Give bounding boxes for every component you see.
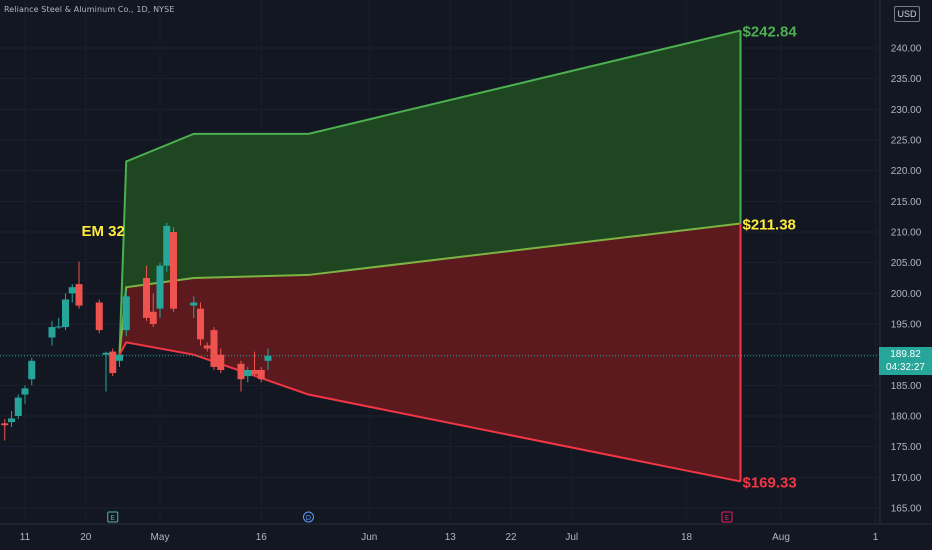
time-tick-label: 20: [80, 532, 92, 543]
price-tick-label: 195.00: [891, 320, 922, 331]
time-tick-label: May: [151, 532, 170, 543]
candle-body: [149, 311, 157, 324]
candle-body: [244, 370, 252, 377]
price-tick-label: 170.00: [891, 473, 922, 484]
time-tick-label: 22: [505, 532, 517, 543]
candle-body: [14, 397, 22, 416]
candle-body: [55, 326, 63, 328]
price-tick-label: 230.00: [891, 105, 922, 116]
candle-body: [170, 232, 177, 309]
candle-body: [95, 302, 103, 331]
upper-band-label: $242.84: [743, 24, 798, 41]
symbol-header[interactable]: Reliance Steel & Aluminum Co., 1D, NYSE: [4, 5, 175, 14]
candle-body: [102, 352, 110, 355]
price-axis[interactable]: 165.00170.00175.00180.00185.00190.00195.…: [879, 0, 922, 524]
candle-body: [237, 363, 245, 380]
candle-body: [143, 278, 150, 318]
mid-band-label: $211.38: [743, 217, 796, 234]
candle-body: [264, 355, 272, 361]
candle-body: [257, 370, 265, 380]
candle-body: [1, 423, 9, 426]
price-tick-label: 210.00: [891, 228, 922, 239]
price-tick-label: 180.00: [891, 412, 922, 423]
time-tick-label: 13: [445, 532, 457, 543]
dividend-marker-letter: D: [306, 514, 311, 522]
price-tick-label: 185.00: [891, 381, 922, 392]
last-price-badge: 189.82 04:32:27: [879, 347, 932, 375]
candle-body: [8, 418, 15, 423]
price-tick-label: 215.00: [891, 197, 922, 208]
price-tick-label: 205.00: [891, 258, 922, 269]
candle-body: [203, 345, 211, 349]
candle-body: [251, 370, 258, 375]
bar-countdown: 04:32:27: [886, 362, 925, 373]
candle-body: [62, 299, 69, 328]
earnings-marker-letter: E: [111, 514, 115, 522]
earnings-marker-future: [721, 511, 733, 523]
candle-body: [156, 265, 164, 309]
earnings-marker-future-letter: E: [725, 514, 729, 522]
candle-body: [28, 360, 36, 380]
candle-body: [48, 327, 56, 338]
upper-band-line: [118, 29, 741, 355]
last-price-value: 189.82: [890, 349, 921, 360]
price-tick-label: 220.00: [891, 166, 922, 177]
lower-band-line: [118, 341, 741, 483]
price-tick-label: 235.00: [891, 74, 922, 85]
candle-body: [122, 296, 130, 331]
candle-body: [217, 354, 225, 370]
price-tick-label: 200.00: [891, 289, 922, 300]
lower-band-fill: [119, 223, 741, 482]
time-tick-label: 18: [681, 532, 693, 543]
time-tick-label: Jul: [565, 532, 578, 543]
candle-body: [210, 330, 218, 367]
price-tick-label: 165.00: [891, 504, 922, 515]
earnings-marker: [107, 511, 119, 523]
candle-body: [109, 351, 117, 374]
time-axis[interactable]: 11 20 May 16 Jun 13 22 Jul 18 Aug 1: [0, 523, 932, 543]
candle-body: [75, 284, 83, 306]
time-tick-label: Jun: [361, 532, 377, 543]
candle-body: [21, 388, 29, 395]
candle-body: [68, 287, 76, 294]
band-fills: [119, 30, 741, 482]
candle-body: [190, 302, 198, 306]
time-tick-label: Aug: [772, 532, 790, 543]
time-tick-label: 1: [873, 532, 879, 543]
time-tick-label: 16: [256, 532, 268, 543]
lower-band-label: $169.33: [743, 474, 797, 491]
price-tick-label: 240.00: [891, 44, 922, 55]
dividend-marker: [303, 511, 314, 523]
time-tick-label: 11: [20, 532, 31, 543]
candle-body: [197, 308, 204, 340]
candle-body: [116, 354, 123, 361]
price-tick-label: 225.00: [891, 136, 922, 147]
candle-body: [163, 225, 171, 266]
upper-band-fill: [119, 30, 741, 355]
price-tick-label: 175.00: [891, 442, 922, 453]
candles: [1, 222, 272, 441]
em-annotation: EM 32: [82, 223, 125, 240]
currency-badge[interactable]: USD: [894, 6, 920, 22]
